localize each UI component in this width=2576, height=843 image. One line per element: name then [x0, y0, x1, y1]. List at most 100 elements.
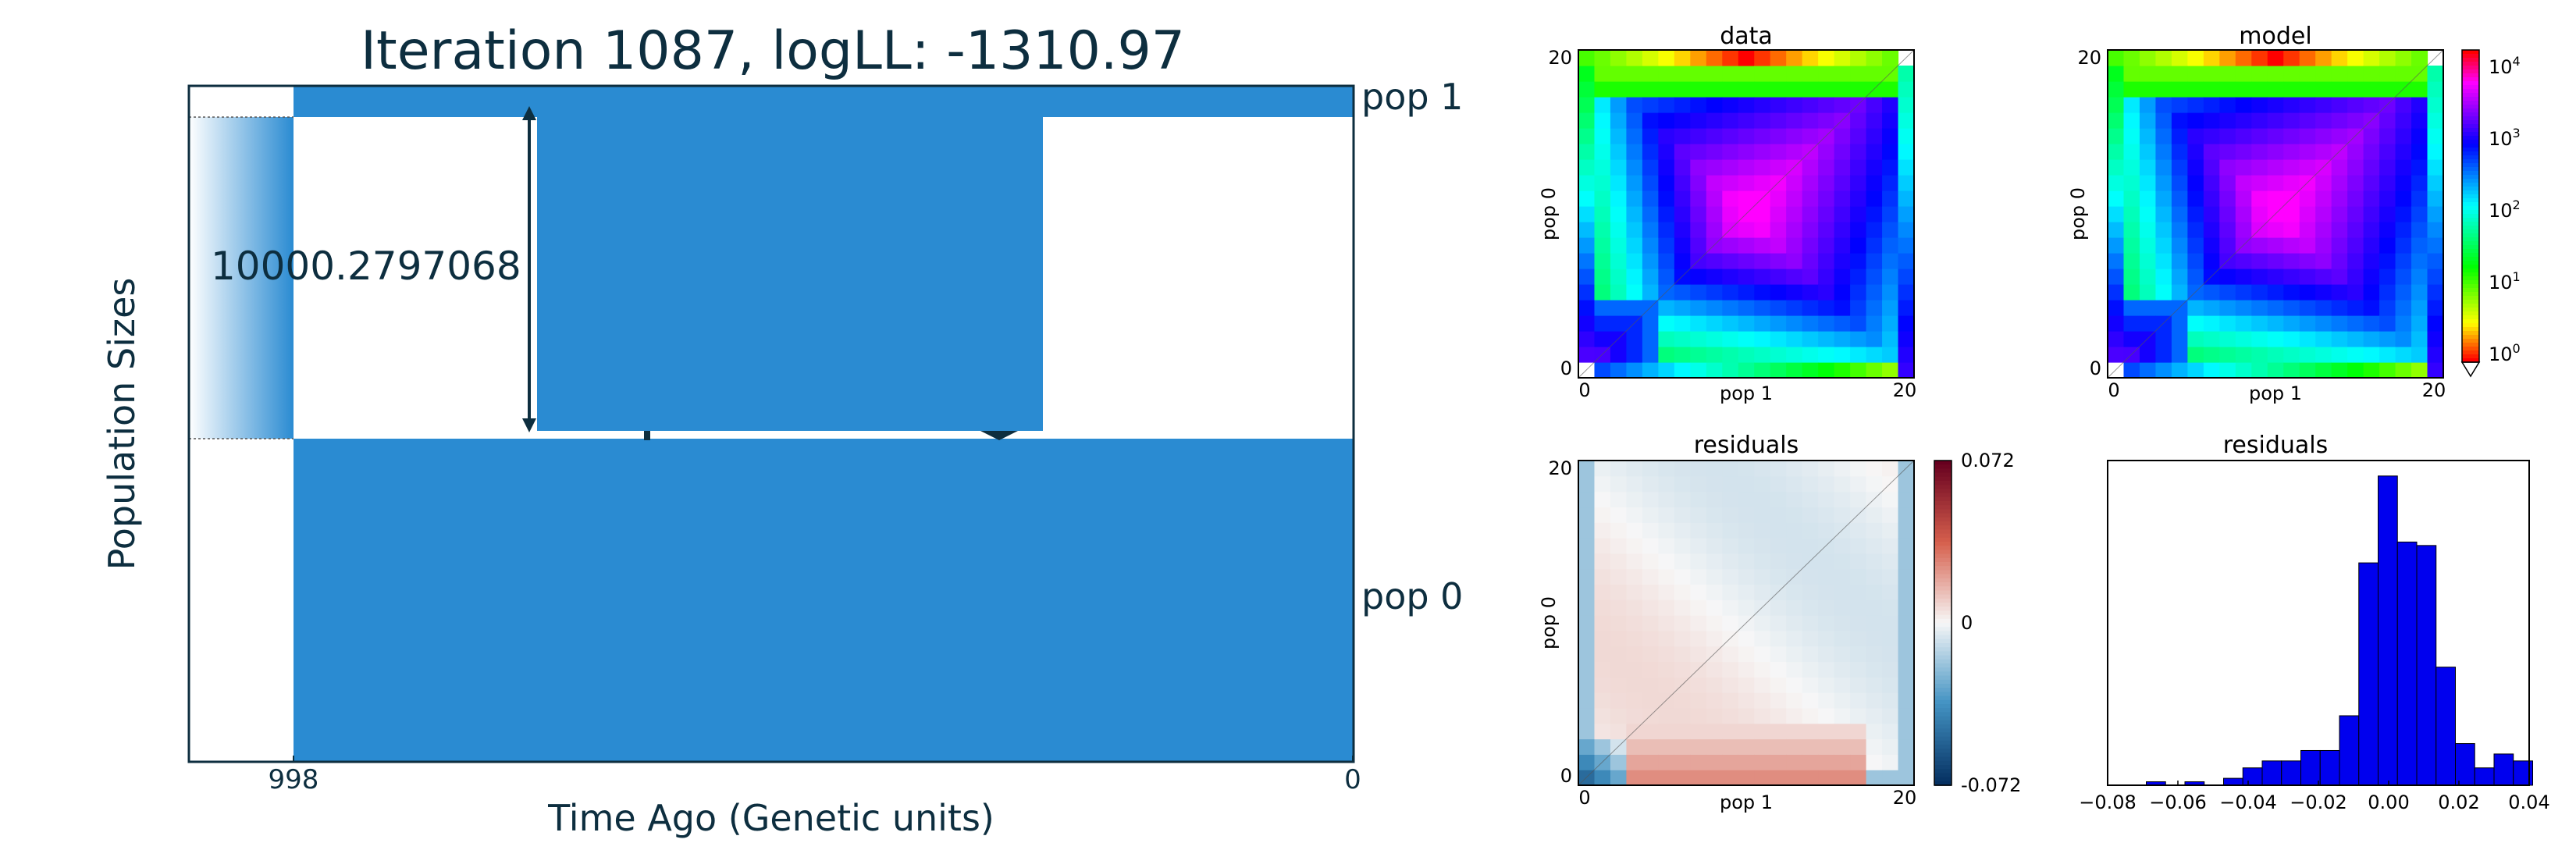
heatmap-cell — [1658, 707, 1675, 724]
heatmap-cell — [1754, 128, 1771, 144]
heatmap-cell — [2347, 269, 2364, 285]
heatmap-cell — [2411, 269, 2428, 285]
heatmap-cell — [1626, 128, 1643, 144]
heatmap-cell — [1578, 507, 1596, 523]
heatmap-cell — [1818, 677, 1835, 693]
heatmap-cell — [2331, 331, 2348, 347]
x-axis-label: pop 1 — [1720, 382, 1773, 404]
demography-frame — [187, 84, 1355, 763]
heatmap-cell — [1690, 723, 1707, 740]
x-axis-label: pop 1 — [1720, 791, 1773, 813]
heatmap-cell — [2123, 128, 2140, 144]
heatmap-cell — [1898, 237, 1915, 254]
colorbar-segment — [2462, 253, 2479, 258]
heatmap-cell — [1818, 222, 1835, 238]
heatmap-cell — [1754, 491, 1771, 508]
heatmap-cell — [1626, 66, 1643, 82]
heatmap-cell — [1642, 630, 1659, 647]
heatmap-cell — [1674, 128, 1691, 144]
heatmap-cell — [1770, 315, 1787, 332]
heatmap-cell — [1754, 584, 1771, 600]
heatmap-cell — [1802, 81, 1819, 98]
heatmap-cell — [1594, 646, 1611, 663]
heatmap-cell — [1658, 50, 1675, 66]
heatmap-cell — [1658, 222, 1675, 238]
heatmap-cell — [1658, 253, 1675, 269]
heatmap-cell — [2411, 347, 2428, 363]
heatmap-cell — [1882, 112, 1899, 129]
heatmap-cell — [1898, 754, 1915, 770]
heatmap-cell — [2187, 206, 2204, 222]
heatmap-cell — [1610, 707, 1628, 724]
heatmap-cell — [1674, 112, 1691, 129]
colorbar-segment — [1934, 675, 1952, 681]
heatmap-cell — [2251, 315, 2268, 332]
heatmap-cell — [2379, 66, 2396, 82]
heatmap-cell — [1610, 237, 1628, 254]
heatmap-cell — [1850, 144, 1867, 160]
heatmap-cell — [2379, 112, 2396, 129]
heatmap-cell — [2139, 206, 2157, 222]
heatmap-cell — [2171, 144, 2188, 160]
heatmap-cell — [2331, 300, 2348, 316]
heatmap-cell — [2315, 128, 2332, 144]
heatmap-cell — [1642, 331, 1659, 347]
heatmap-cell — [1850, 300, 1867, 316]
heatmap-cell — [1706, 461, 1723, 477]
colorbar-segment — [2462, 272, 2479, 277]
heatmap-cell — [1770, 770, 1787, 786]
heatmap-cell — [2187, 66, 2204, 82]
heatmap-cell — [2187, 300, 2204, 316]
colorbar-segment — [1934, 493, 1952, 498]
heatmap-cell — [1786, 599, 1803, 616]
heatmap-cell — [2171, 66, 2188, 82]
heatmap-cell — [1738, 584, 1755, 600]
heatmap-cell — [2123, 144, 2140, 160]
heatmap-cell — [1882, 754, 1899, 770]
heatmap-cell — [1578, 144, 1596, 160]
colorbar-segment — [1934, 688, 1952, 693]
heatmap-cell — [2187, 50, 2204, 66]
heatmap-cell — [2171, 362, 2188, 379]
heatmap-cell — [1642, 97, 1659, 113]
heatmap-cell — [2379, 315, 2396, 332]
colorbar-segment — [1934, 760, 1952, 766]
colorbar-segment — [2462, 179, 2479, 183]
heatmap-cell — [1626, 630, 1643, 647]
heatmap-cell — [1594, 284, 1611, 301]
heatmap-cell — [2363, 66, 2380, 82]
heatmap-cell — [1802, 661, 1819, 678]
heatmap-cell — [2187, 144, 2204, 160]
colorbar-segment — [1934, 777, 1952, 782]
colorbar-segment — [2462, 229, 2479, 234]
heatmap-cell — [2427, 144, 2444, 160]
heatmap-cell — [1866, 300, 1883, 316]
heatmap-cell — [2235, 144, 2252, 160]
heatmap-cell — [1850, 112, 1867, 129]
colorbar-segment — [2462, 241, 2479, 246]
heatmap-cell — [2235, 315, 2252, 332]
heatmap-data-panel: data 20 0 0 20 pop 1 pop 0 — [1538, 23, 1916, 404]
heatmap-cell — [1786, 315, 1803, 332]
heatmap-cell — [1594, 723, 1611, 740]
heatmap-cell — [2251, 362, 2268, 379]
heatmap-cell — [1786, 522, 1803, 539]
colorbar-segment — [2462, 167, 2479, 172]
heatmap-cell — [1866, 190, 1883, 207]
heatmap-cell — [1850, 461, 1867, 477]
heatmap-cell — [1898, 692, 1915, 709]
heatmap-cell — [2315, 315, 2332, 332]
heatmap-cell — [1786, 584, 1803, 600]
heatmap-cell — [1834, 723, 1851, 740]
heatmap-cell — [1834, 491, 1851, 508]
heatmap-cell — [1802, 475, 1819, 493]
heatmap-cell — [1754, 284, 1771, 301]
heatmap-cell — [2315, 190, 2332, 207]
heatmap-cell — [1834, 347, 1851, 363]
heatmap-cell — [1722, 50, 1739, 66]
heatmap-cell — [2395, 206, 2412, 222]
heatmap-cell — [1594, 553, 1611, 570]
heatmap-cell — [2347, 331, 2364, 347]
y-tick-label: 0 — [2090, 357, 2101, 379]
heatmap-cell — [2155, 50, 2172, 66]
